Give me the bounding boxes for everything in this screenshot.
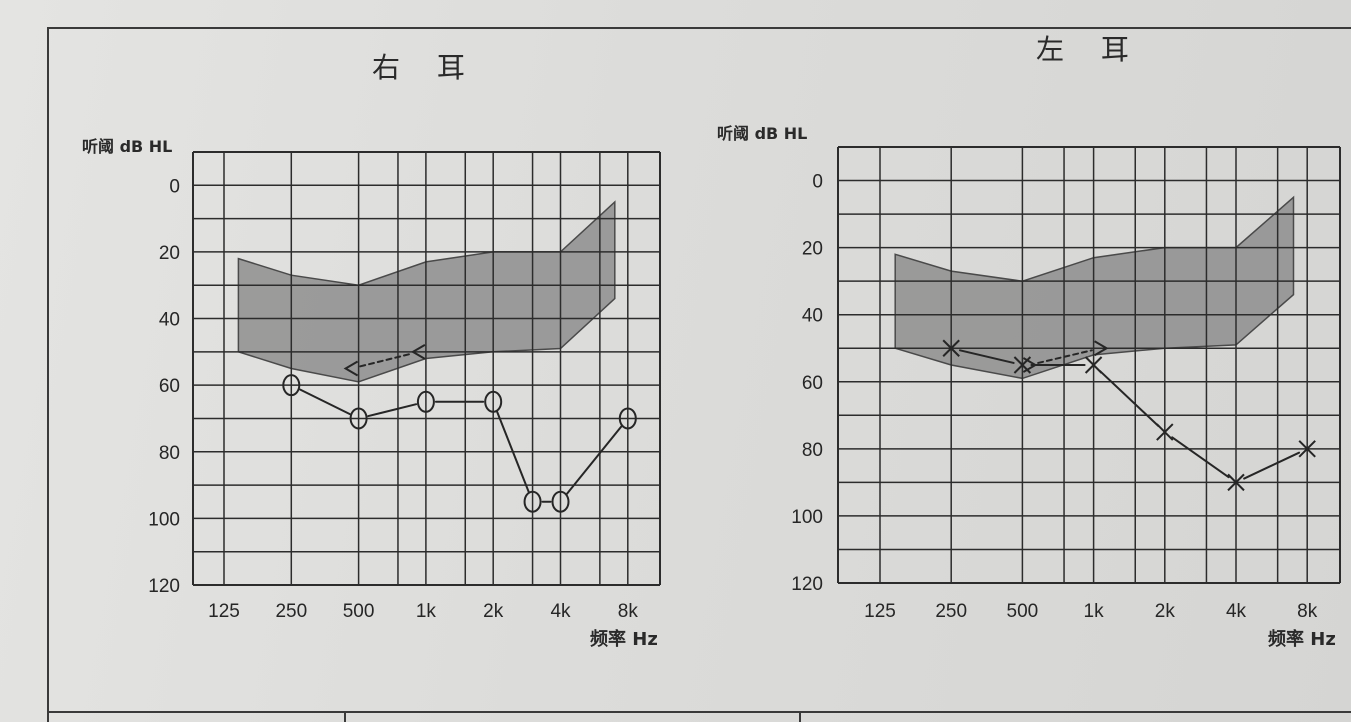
right-ear-air-conduction-point [416,390,435,413]
left-ear-air-conduction-point [1084,356,1103,374]
form-cell-divider [799,712,801,722]
x-tick-label: 500 [343,601,375,622]
left-ear-y-axis-label: 听阈 dB HL [717,124,808,143]
left-ear-air-conduction-point [1227,473,1245,492]
x-tick-label: 2k [483,601,504,622]
left-ear-air-conduction-line-segment [1099,370,1160,427]
left-ear-air-conduction-line-segment [1243,451,1301,480]
right-ear-air-conduction-point [551,490,570,513]
y-tick-label: 0 [812,172,823,193]
x-tick-label: 1k [416,601,437,622]
y-tick-label: 0 [169,176,180,197]
y-tick-label: 120 [791,574,823,595]
left-ear-air-conduction-point [1298,440,1316,458]
left-ear-title: 左 耳 [1036,33,1143,66]
right-ear-bone-conduction-point [343,360,359,377]
x-tick-label: 500 [1007,601,1039,622]
right-ear-y-axis-label: 听阈 dB HL [82,137,173,156]
y-tick-label: 100 [791,507,823,528]
left-ear-x-axis-label: 频率 Hz [1268,629,1336,650]
x-tick-label: 2k [1155,601,1176,622]
right-ear-air-conduction-point [484,390,503,413]
right-ear-air-conduction-line-segment [565,425,623,495]
right-ear-air-conduction-point [618,407,637,430]
left-ear-bone-conduction-line-segment [1037,349,1093,364]
form-border-bottom [47,711,1351,713]
left-ear-air-conduction-line-segment [1171,436,1230,479]
right-ear-air-conduction-point [349,407,368,430]
y-tick-label: 20 [159,243,180,264]
x-tick-label: 250 [275,601,307,622]
y-tick-label: 80 [159,443,180,464]
y-tick-label: 80 [802,440,823,461]
left-ear-air-conduction-line-segment [958,349,1015,364]
right-ear-bone-conduction-point [410,343,426,360]
x-tick-label: 4k [1226,601,1247,622]
x-tick-label: 125 [208,601,240,622]
form-border-top [47,27,1351,29]
left-ear-bone-conduction-point [1094,340,1109,357]
y-tick-label: 40 [159,310,180,331]
x-tick-label: 8k [618,601,639,622]
right-ear-air-conduction-line-segment [299,388,351,416]
left-ear-air-conduction-point [1156,423,1174,441]
y-tick-label: 60 [802,373,823,394]
form-border-left [47,28,49,722]
left-ear-audiogram: 0 20 40 60 80 100 120 125 250 500 1k 2k 4k 8k [791,146,1341,622]
right-ear-bone-conduction-line-segment [359,353,412,368]
y-tick-label: 100 [148,509,180,530]
left-ear-bone-conduction-point [1022,357,1038,373]
right-ear-title: 右 耳 [372,51,479,84]
form-cell-divider [344,712,346,722]
right-ear-x-axis-label: 频率 Hz [590,629,658,650]
right-ear-audiogram: 0 20 40 60 80 100 120 125 250 500 1k 2k 4k 8k [148,151,661,622]
right-ear-air-conduction-point [282,374,301,397]
y-tick-label: 120 [148,576,180,597]
y-tick-label: 60 [159,376,180,397]
y-tick-label: 20 [802,239,823,260]
x-tick-label: 8k [1297,601,1318,622]
right-ear-air-conduction-point [523,490,542,513]
x-tick-label: 1k [1084,601,1105,622]
right-ear-air-conduction-line-segment [367,403,418,418]
y-tick-label: 40 [802,306,823,327]
x-tick-label: 250 [935,601,967,622]
x-tick-label: 125 [864,601,896,622]
right-ear-air-conduction-line-segment [495,410,530,494]
x-tick-label: 4k [550,601,571,622]
left-ear-air-conduction-point [942,339,960,357]
